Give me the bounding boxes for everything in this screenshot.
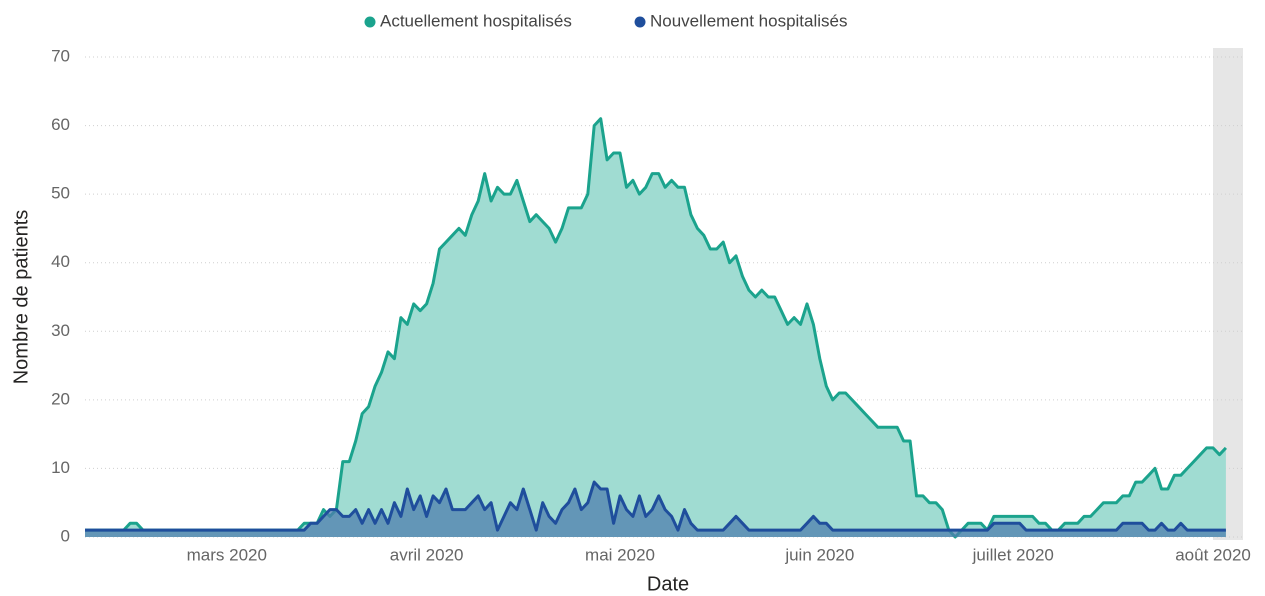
x-tick-label: mai 2020 [585, 545, 655, 564]
axes: 0 10 20 30 40 50 60 70 mars 2020 avril 2020 mai 20… [51, 46, 1251, 564]
y-tick-label: 20 [51, 389, 70, 408]
y-tick-label: 60 [51, 115, 70, 134]
x-tick-label: août 2020 [1175, 545, 1251, 564]
y-axis-title: Nombre de patients [10, 210, 32, 385]
y-tick-label: 0 [61, 526, 70, 545]
x-tick-label: juin 2020 [784, 545, 854, 564]
plot-area [85, 117, 1227, 539]
y-tick-label: 10 [51, 458, 70, 477]
x-tick-label: mars 2020 [187, 545, 267, 564]
x-axis-title: Date [647, 573, 689, 595]
legend-label: Nouvellement hospitalisés [650, 11, 848, 30]
line [85, 480, 1226, 532]
area [85, 118, 1226, 537]
legend-label: Actuellement hospitalisés [380, 11, 572, 30]
x-tick-label: juillet 2020 [972, 545, 1054, 564]
legend-marker [634, 16, 646, 28]
y-tick-label: 50 [51, 184, 70, 203]
y-tick-label: 70 [51, 46, 70, 65]
y-tick-label: 40 [51, 252, 70, 271]
x-tick-label: avril 2020 [390, 545, 464, 564]
area [85, 482, 1226, 537]
y-tick-label: 30 [51, 321, 70, 340]
legend-marker [364, 16, 376, 28]
